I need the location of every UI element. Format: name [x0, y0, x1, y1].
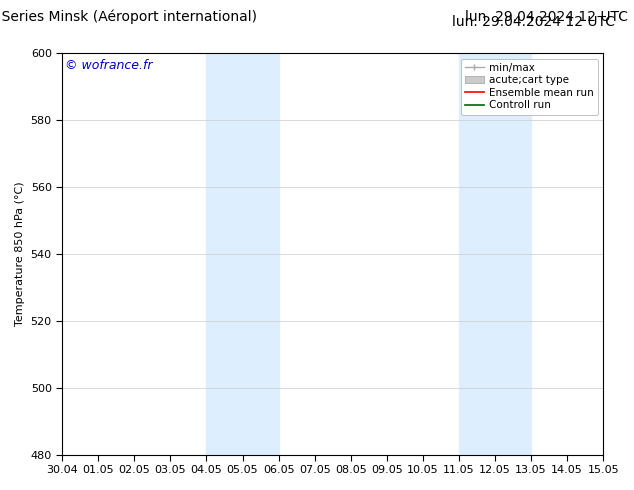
Bar: [207, 53, 278, 455]
Bar: [459, 53, 531, 455]
Legend: min/max, acute;cart type, Ensemble mean run, Controll run: min/max, acute;cart type, Ensemble mean …: [461, 58, 598, 115]
Y-axis label: Temperature 850 hPa (°C): Temperature 850 hPa (°C): [15, 182, 25, 326]
Text: ENS Time Series Minsk (Aéroport international): ENS Time Series Minsk (Aéroport internat…: [0, 9, 257, 24]
Text: © wofrance.fr: © wofrance.fr: [65, 59, 152, 73]
Text: lun. 29.04.2024 12 UTC: lun. 29.04.2024 12 UTC: [452, 15, 615, 29]
Text: lun. 29.04.2024 12 UTC: lun. 29.04.2024 12 UTC: [465, 10, 628, 24]
